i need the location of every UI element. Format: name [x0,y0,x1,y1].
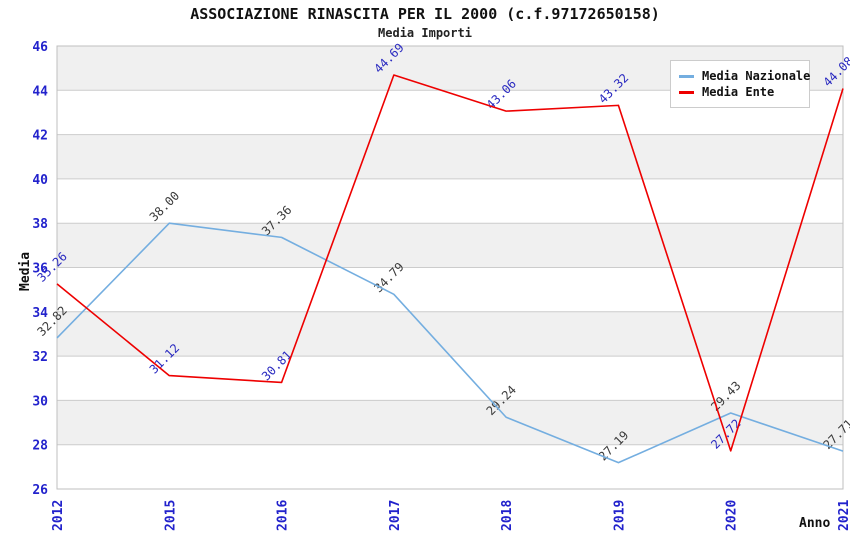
y-tick-label: 42 [32,129,48,144]
legend-item-media-ente: Media Ente [679,85,801,99]
x-tick-label: 2017 [388,500,403,531]
y-tick-label: 44 [32,84,48,99]
x-tick-label: 2012 [51,500,66,531]
y-tick-label: 26 [32,483,48,498]
y-tick-label: 32 [32,350,48,365]
legend-label-media-ente: Media Ente [702,85,775,99]
y-tick-label: 28 [32,439,48,454]
x-tick-label: 2020 [725,500,740,531]
series-line-media-ente [56,74,844,452]
y-tick-label: 46 [32,40,48,55]
legend-line-swatch-blue [679,74,694,78]
plot-border [56,45,844,490]
chart-title: ASSOCIAZIONE RINASCITA PER IL 2000 (c.f.… [190,5,660,23]
legend-label-media-nazionale: Media Nazionale [702,69,811,83]
y-tick-label: 38 [32,217,48,232]
x-tick-label: 2015 [163,500,178,531]
x-tick-label: 2019 [612,500,627,531]
grid-band [57,223,843,268]
series-line-media-nazionale [56,222,844,464]
x-tick-label: 2018 [500,500,515,531]
y-tick-label: 34 [32,306,48,321]
grid-band [57,311,843,357]
y-tick-label: 40 [32,173,48,188]
x-tick-label: 2021 [837,500,850,531]
legend-line-swatch-red [679,90,694,94]
x-tick-label: 2016 [276,500,291,531]
y-axis-title: Media [18,251,33,291]
x-axis-title: Anno [799,516,831,531]
y-tick-label: 36 [32,262,48,277]
legend-item-media-nazionale: Media Nazionale [679,69,810,83]
grid-band [57,400,843,445]
y-tick-label: 30 [32,394,48,409]
data-label: 38.00 [147,189,182,224]
legend: Media Nazionale Media Ente [670,60,810,108]
chart-subtitle: Media Importi [378,26,472,40]
grid-band [57,134,843,179]
